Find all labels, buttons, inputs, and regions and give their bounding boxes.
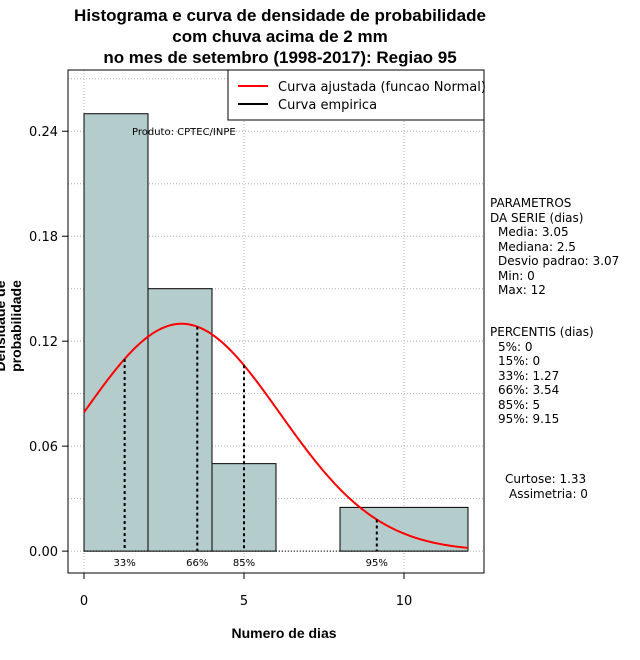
percentil-5: 5%: 0	[498, 339, 533, 354]
normal-curve	[83, 322, 469, 549]
legend-label-normal: Curva ajustada (funcao Normal)	[278, 80, 486, 95]
stat-max: Max: 12	[498, 283, 546, 297]
assimetria-text: Assimetria: 0	[509, 487, 588, 501]
legend-box	[227, 69, 485, 121]
percentil-33: 33%: 1.27	[498, 368, 560, 383]
y-axis-label: Densidade de probabilidade	[0, 280, 24, 372]
stat-media: Media: 3.05	[498, 225, 569, 239]
legend-label-empirical: Curva empirica	[278, 98, 377, 113]
x-tick-label: 5	[240, 594, 248, 609]
percentile-label: 85%	[233, 558, 255, 569]
histogram-bar	[83, 113, 149, 552]
y-tick-label: 0.00	[29, 545, 58, 560]
x-axis-label: Numero de dias	[231, 625, 337, 641]
histogram-bar	[339, 506, 469, 552]
percentil-85: 85%: 5	[498, 397, 541, 412]
percentil-66: 66%: 3.54	[498, 383, 560, 397]
percentil-15: 15%: 0	[498, 354, 541, 368]
percentil-95: 95%: 9.15	[498, 412, 560, 426]
stat-mediana: Mediana: 2.5	[498, 239, 576, 254]
product-note: Produto: CPTEC/INPE	[132, 127, 236, 138]
percentis-panel: PERCENTIS (dias) 5%: 0 15%: 0 33%: 1.27 66%:…	[490, 325, 594, 427]
y-tick-label: 0.12	[29, 335, 58, 350]
percentile-label: 66%	[186, 558, 208, 569]
chart-title-line-2: com chuva acima de 2 mm	[172, 27, 388, 46]
x-tick-label: 10	[396, 594, 413, 609]
stat-desvio: Desvio padrao: 3.07	[498, 254, 620, 268]
y-tick-label: 0.24	[29, 125, 58, 140]
stat-min: Min: 0	[498, 268, 535, 283]
parametros-header-2: DA SERIE (dias)	[490, 210, 584, 225]
x-tick-label: 0	[80, 594, 88, 609]
percentis-header: PERCENTIS (dias)	[490, 325, 594, 339]
chart-title-line-3: no mes de setembro (1998-2017): Regiao 9…	[103, 48, 457, 67]
y-tick-label: 0.18	[29, 230, 58, 245]
y-tick-label: 0.06	[29, 440, 58, 455]
legend: Curva ajustada (funcao Normal) Curva empi…	[227, 69, 486, 121]
percentile-label: 33%	[114, 558, 136, 569]
histogram-bar	[147, 288, 213, 552]
percentile-label: 95%	[366, 558, 388, 569]
histogram-bar	[211, 463, 277, 552]
curtose-text: Curtose: 1.33	[505, 472, 587, 486]
parametros-panel: PARAMETROS DA SERIE (dias) Media: 3.05 Medi…	[490, 196, 619, 298]
chart-title-line-1: Histograma e curva de densidade de proba…	[74, 6, 486, 25]
parametros-header-1: PARAMETROS	[490, 196, 572, 210]
